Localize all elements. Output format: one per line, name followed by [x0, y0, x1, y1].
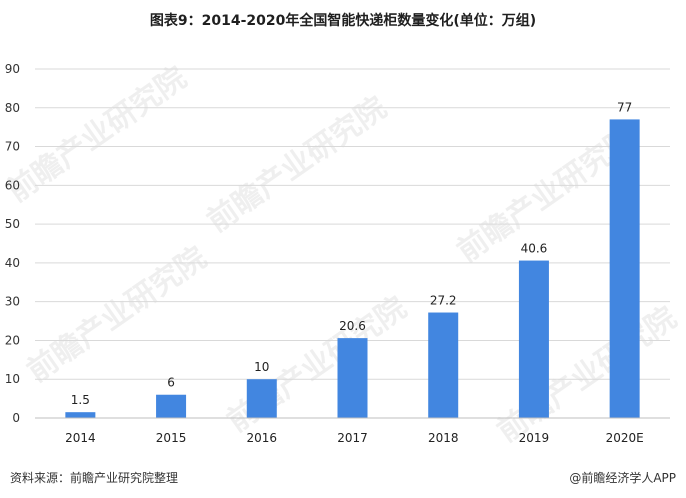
x-tick-label: 2016 — [247, 431, 278, 445]
bars — [65, 119, 640, 419]
bar — [246, 379, 277, 418]
y-tick-label: 90 — [5, 62, 20, 76]
y-tick-label: 70 — [5, 140, 20, 154]
y-tick-label: 80 — [5, 101, 20, 115]
value-labels: 1.5 6 10 20.6 27.2 40.6 77 — [71, 100, 632, 407]
data-label: 40.6 — [521, 242, 548, 256]
bar — [518, 260, 549, 418]
x-tick-label: 2019 — [519, 431, 550, 445]
y-tick-label: 30 — [5, 295, 20, 309]
y-tick-label: 0 — [12, 411, 20, 425]
x-axis-ticks: 2014 2015 2016 2017 2018 2019 2020E — [65, 431, 644, 445]
bar — [428, 312, 459, 418]
bar — [337, 338, 368, 418]
y-tick-label: 60 — [5, 178, 20, 192]
y-tick-label: 50 — [5, 217, 20, 231]
chart-title: 图表9：2014-2020年全国智能快递柜数量变化(单位：万组) — [149, 13, 537, 29]
data-label: 20.6 — [339, 319, 366, 333]
bar — [156, 394, 187, 418]
x-tick-label: 2018 — [428, 431, 459, 445]
data-label: 10 — [254, 360, 269, 374]
x-tick-label: 2015 — [156, 431, 187, 445]
y-axis-ticks: 0 10 20 30 40 50 60 70 80 90 — [5, 62, 20, 425]
data-label: 1.5 — [71, 393, 90, 407]
x-tick-label: 2020E — [606, 431, 644, 445]
brand-credit: @前瞻经济学人APP — [569, 471, 676, 485]
x-tick-label: 2017 — [337, 431, 368, 445]
data-label: 27.2 — [430, 294, 457, 308]
x-tick-label: 2014 — [65, 431, 96, 445]
bar — [609, 119, 640, 419]
y-tick-label: 40 — [5, 256, 20, 270]
data-label: 77 — [617, 100, 632, 114]
source-note: 资料来源：前瞻产业研究院整理 — [10, 471, 179, 485]
y-tick-label: 10 — [5, 372, 20, 386]
data-label: 6 — [167, 376, 175, 390]
bar — [65, 412, 96, 418]
y-tick-label: 20 — [5, 333, 20, 347]
